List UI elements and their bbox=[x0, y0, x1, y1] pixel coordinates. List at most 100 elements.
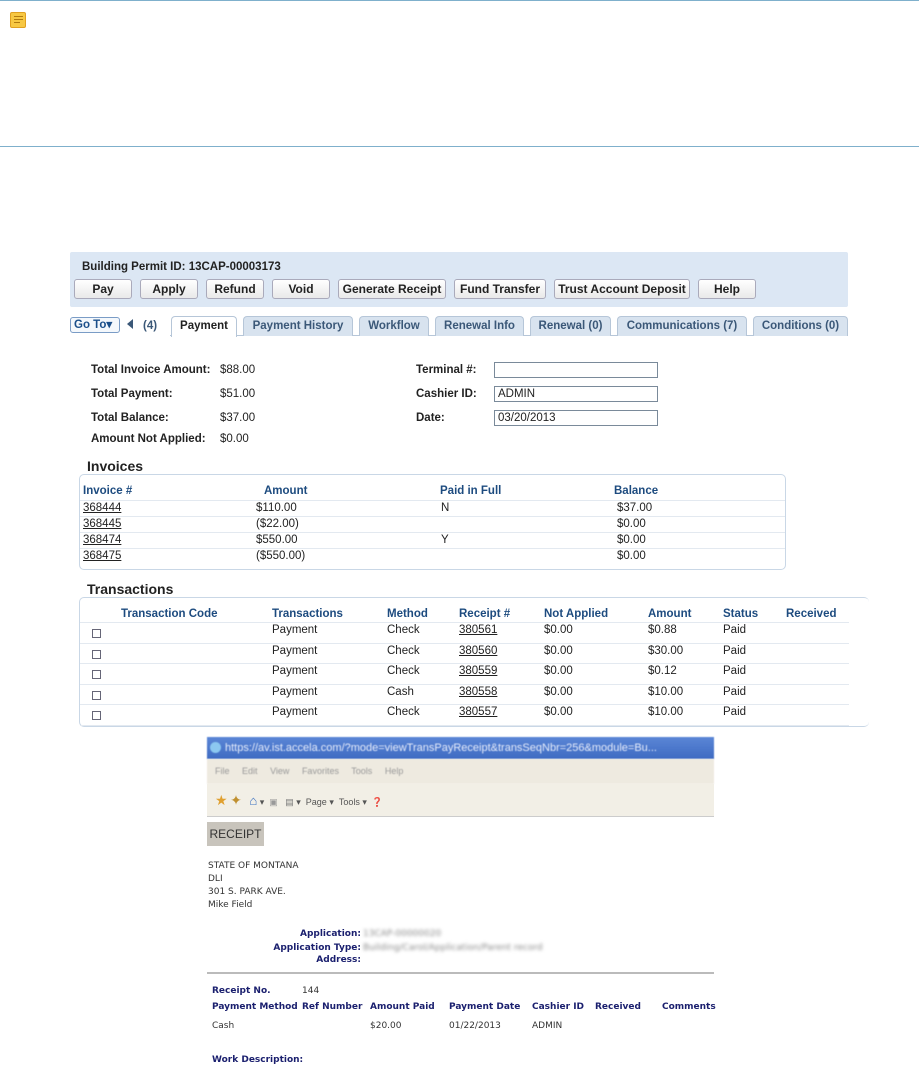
row-divider bbox=[80, 642, 849, 644]
receipt-link[interactable]: 380559 bbox=[459, 665, 498, 678]
generate-receipt-button[interactable]: Generate Receipt bbox=[338, 279, 446, 299]
application-type-value: Building/Carol/Application/Parent record bbox=[363, 943, 543, 953]
feeds-icon[interactable]: ▣ bbox=[269, 797, 278, 807]
col-amount[interactable]: Amount bbox=[264, 485, 308, 497]
receipt-col: Amount Paid bbox=[370, 1002, 435, 1012]
row-divider bbox=[80, 500, 785, 501]
tab-scroll-left-icon[interactable] bbox=[127, 319, 133, 329]
address-line: Mike Field bbox=[208, 900, 253, 910]
hidden-tabs-count[interactable]: (4) bbox=[143, 320, 158, 332]
receipt-link[interactable]: 380561 bbox=[459, 624, 498, 636]
transaction-cell: $0.00 bbox=[544, 644, 573, 657]
trust-account-deposit-button[interactable]: Trust Account Deposit bbox=[554, 279, 690, 299]
menu-view[interactable]: View bbox=[270, 766, 290, 776]
application-value: 13CAP-00000020 bbox=[363, 929, 442, 939]
refund-button[interactable]: Refund bbox=[206, 279, 264, 299]
top-divider bbox=[0, 0, 919, 1]
invoice-link[interactable]: 368475 bbox=[83, 550, 122, 562]
receipt-cell: $20.00 bbox=[370, 1021, 402, 1031]
row-divider bbox=[80, 548, 785, 549]
tab-renewal-info[interactable]: Renewal Info bbox=[435, 316, 524, 336]
col-amount[interactable]: Amount bbox=[648, 608, 692, 620]
menu-tools[interactable]: Tools bbox=[351, 766, 373, 776]
transaction-cell: $0.00 bbox=[544, 685, 573, 698]
receipt-link[interactable]: 380560 bbox=[459, 644, 498, 657]
amount-not-applied-label: Amount Not Applied: bbox=[91, 433, 206, 445]
tab-conditions[interactable]: Conditions (0) bbox=[753, 316, 848, 336]
menu-file[interactable]: File bbox=[215, 766, 230, 776]
menu-favorites[interactable]: Favorites bbox=[301, 766, 339, 776]
transaction-cell: $10.00 bbox=[648, 706, 684, 719]
terminal-label: Terminal #: bbox=[416, 364, 477, 376]
browser-url: https://av.ist.accela.com/?mode=viewTran… bbox=[225, 742, 657, 754]
invoices-heading: Invoices bbox=[87, 458, 144, 474]
transaction-cell: Payment bbox=[272, 644, 318, 657]
date-input[interactable]: 03/20/2013 bbox=[494, 410, 658, 426]
tab-payment[interactable]: Payment bbox=[171, 316, 237, 337]
apply-button[interactable]: Apply bbox=[140, 279, 198, 299]
home-icon[interactable]: ⌂ bbox=[249, 793, 258, 808]
help-button[interactable]: Help bbox=[698, 279, 756, 299]
favorites-star-icon[interactable]: ★ bbox=[215, 792, 228, 808]
transaction-cell: Paid bbox=[723, 624, 747, 636]
transaction-cell: Check bbox=[387, 706, 420, 719]
menu-edit[interactable]: Edit bbox=[242, 766, 258, 776]
receipt-link[interactable]: 380557 bbox=[459, 706, 498, 719]
transaction-cell: $0.12 bbox=[648, 665, 677, 678]
col-transactions[interactable]: Transactions bbox=[272, 608, 343, 620]
invoice-link[interactable]: 368444 bbox=[83, 502, 122, 514]
total-invoice-value: $88.00 bbox=[220, 364, 256, 376]
col-balance[interactable]: Balance bbox=[614, 485, 659, 497]
pay-button[interactable]: Pay bbox=[74, 279, 132, 299]
col-paid-in-full[interactable]: Paid in Full bbox=[440, 485, 502, 497]
col-method[interactable]: Method bbox=[387, 608, 428, 620]
print-icon[interactable]: ▤ bbox=[285, 797, 294, 807]
col-receipt[interactable]: Receipt # bbox=[459, 608, 511, 620]
invoice-cell: $550.00 bbox=[256, 534, 298, 546]
tab-renewal[interactable]: Renewal (0) bbox=[530, 316, 611, 336]
sticky-note-icon bbox=[10, 12, 26, 28]
row-checkbox[interactable] bbox=[92, 629, 101, 638]
transaction-cell: Paid bbox=[723, 665, 747, 678]
invoice-link[interactable]: 368445 bbox=[83, 518, 122, 530]
goto-menu[interactable]: Go To▾ bbox=[70, 317, 120, 333]
cashier-id-input[interactable]: ADMIN bbox=[494, 386, 658, 402]
total-invoice-label: Total Invoice Amount: bbox=[91, 364, 211, 376]
receipt-col: Payment Method bbox=[212, 1002, 298, 1012]
transaction-cell: Payment bbox=[272, 706, 318, 719]
tab-communications[interactable]: Communications (7) bbox=[617, 316, 747, 336]
col-status[interactable]: Status bbox=[723, 608, 759, 620]
row-checkbox[interactable] bbox=[92, 670, 101, 680]
ie-icon bbox=[210, 742, 221, 753]
page-menu[interactable]: Page ▾ bbox=[305, 797, 334, 807]
receipt-link[interactable]: 380558 bbox=[459, 685, 498, 698]
menu-help[interactable]: Help bbox=[384, 766, 404, 776]
col-received[interactable]: Received bbox=[786, 608, 837, 620]
col-invoice-number[interactable]: Invoice # bbox=[83, 485, 133, 497]
tab-workflow[interactable]: Workflow bbox=[359, 316, 429, 336]
help-icon[interactable]: ❓ bbox=[371, 797, 384, 807]
transaction-cell: Paid bbox=[723, 685, 747, 698]
invoices-table bbox=[79, 474, 786, 570]
row-divider bbox=[80, 532, 785, 533]
fund-transfer-button[interactable]: Fund Transfer bbox=[454, 279, 546, 299]
col-not-applied[interactable]: Not Applied bbox=[544, 608, 609, 620]
void-button[interactable]: Void bbox=[272, 279, 330, 299]
row-divider bbox=[80, 622, 849, 623]
application-type-label: Application Type: bbox=[273, 943, 361, 953]
tab-payment-history[interactable]: Payment History bbox=[243, 316, 353, 336]
add-favorites-icon[interactable]: ✦ bbox=[230, 792, 242, 808]
cashier-id-label: Cashier ID: bbox=[416, 388, 477, 400]
terminal-input[interactable] bbox=[494, 362, 658, 378]
col-transaction-code[interactable]: Transaction Code bbox=[121, 608, 218, 620]
row-checkbox[interactable] bbox=[92, 711, 101, 721]
total-payment-value: $51.00 bbox=[220, 388, 256, 400]
tools-menu[interactable]: Tools ▾ bbox=[338, 797, 367, 807]
row-checkbox[interactable] bbox=[92, 649, 101, 659]
invoice-cell: $0.00 bbox=[617, 534, 646, 546]
invoice-link[interactable]: 368474 bbox=[83, 534, 122, 546]
row-checkbox[interactable] bbox=[92, 690, 101, 700]
transaction-cell: $30.00 bbox=[648, 644, 684, 657]
row-divider bbox=[80, 704, 849, 706]
transaction-cell: Paid bbox=[723, 644, 747, 657]
